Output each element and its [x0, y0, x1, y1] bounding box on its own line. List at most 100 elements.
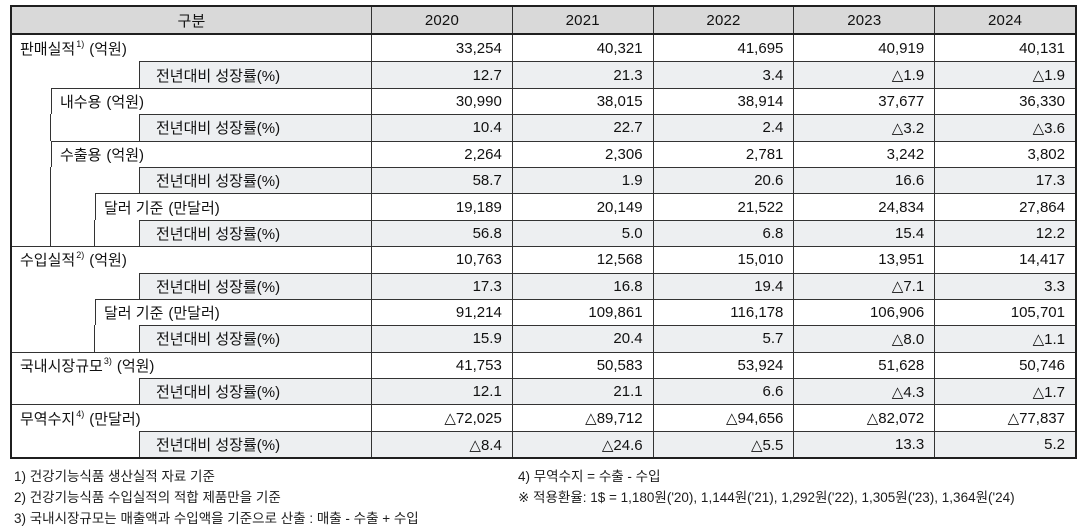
- value-cell: 10,763: [371, 246, 512, 273]
- table-row: 전년대비 성장률(%) 10.4 22.7 2.4 △3.2 △3.6: [12, 114, 1075, 141]
- footnote-ref: 4): [76, 408, 85, 419]
- value-cell: 36,330: [934, 87, 1075, 115]
- value-cell: 20.4: [511, 325, 653, 352]
- value-cell: 12.2: [934, 219, 1075, 247]
- header-year-2022: 2022: [652, 7, 794, 33]
- value-cell: △94,656: [652, 404, 794, 431]
- table-row: 달러 기준 (만달러) 19,189 20,149 21,522 24,834 27,864: [12, 193, 1075, 220]
- spacer-cell: [51, 114, 95, 141]
- value-cell: 10.4: [371, 114, 512, 141]
- spacer-cell: [12, 87, 51, 115]
- value-cell: 24,834: [793, 193, 935, 220]
- value-cell: 50,746: [934, 351, 1075, 379]
- value-cell: 27,864: [934, 193, 1075, 220]
- table-row: 전년대비 성장률(%) 12.1 21.1 6.6 △4.3 △1.7: [12, 378, 1075, 405]
- value-cell: 91,214: [371, 298, 512, 326]
- spacer-cell: [95, 430, 139, 458]
- value-cell: 37,677: [793, 87, 935, 115]
- value-cell: 20.6: [652, 166, 794, 194]
- value-cell: △72,025: [371, 404, 512, 431]
- row-label-text: 달러 기준: [104, 305, 164, 323]
- spacer-cell: [51, 378, 95, 405]
- value-cell: △89,712: [511, 404, 653, 431]
- footnote-ref: 2): [76, 250, 85, 261]
- value-cell: 58.7: [371, 166, 512, 194]
- value-cell: 41,753: [371, 351, 512, 379]
- value-cell: 109,861: [511, 298, 653, 326]
- value-cell: 21,522: [652, 193, 794, 220]
- row-label: 국내시장규모 3) (억원): [12, 351, 371, 379]
- value-cell: 50,583: [511, 351, 653, 379]
- value-cell: 5.0: [511, 219, 653, 247]
- spacer-cell: [12, 298, 51, 326]
- value-cell: △1.7: [934, 378, 1075, 405]
- value-cell: 2.4: [652, 114, 794, 141]
- value-cell: 2,781: [652, 140, 794, 167]
- table-row: 수입실적 2) (억원) 10,763 12,568 15,010 13,951 14,417: [12, 246, 1075, 273]
- footnotes-right: 4) 무역수지 = 수출 - 수입 ※ 적용환율: 1$ = 1,180원('2…: [518, 466, 1015, 508]
- spacer-cell: [51, 166, 95, 194]
- row-label-text: 내수용: [60, 93, 102, 111]
- stats-table-body: 판매실적 1) (억원) 33,254 40,321 41,695 40,919 40,131…: [12, 35, 1075, 458]
- spacer-cell: [95, 114, 139, 141]
- footnote: 2) 건강기능식품 수입실적의 적합 제품만을 기준: [14, 490, 281, 505]
- table-row: 수출용 (억원) 2,264 2,306 2,781 3,242 3,802: [12, 140, 1075, 167]
- value-cell: 22.7: [511, 114, 653, 141]
- value-cell: 19.4: [652, 272, 794, 299]
- value-cell: 51,628: [793, 351, 935, 379]
- row-label: 내수용 (억원): [51, 87, 371, 115]
- value-cell: 16.6: [793, 166, 935, 194]
- row-unit: (억원): [106, 146, 144, 164]
- growth-row-label: 전년대비 성장률(%): [139, 114, 371, 141]
- table-row: 내수용 (억원) 30,990 38,015 38,914 37,677 36,330: [12, 87, 1075, 115]
- value-cell: 5.7: [652, 325, 794, 352]
- row-unit: (만달러): [168, 305, 220, 323]
- spacer-cell: [95, 219, 139, 247]
- row-unit: (억원): [89, 40, 127, 58]
- value-cell: △3.2: [793, 114, 935, 141]
- table-row: 국내시장규모 3) (억원) 41,753 50,583 53,924 51,628 50,7…: [12, 351, 1075, 379]
- table-row: 전년대비 성장률(%) 15.9 20.4 5.7 △8.0 △1.1: [12, 325, 1075, 352]
- table-row: 달러 기준 (만달러) 91,214 109,861 116,178 106,906 105…: [12, 298, 1075, 326]
- row-label-text: 달러 기준: [104, 199, 164, 217]
- growth-row-label: 전년대비 성장률(%): [139, 378, 371, 405]
- value-cell: △8.0: [793, 325, 935, 352]
- growth-row-label: 전년대비 성장률(%): [139, 325, 371, 352]
- value-cell: 15.9: [371, 325, 512, 352]
- value-cell: 40,321: [511, 35, 653, 62]
- value-cell: 12.7: [371, 61, 512, 88]
- value-cell: △1.9: [934, 61, 1075, 88]
- value-cell: 3.4: [652, 61, 794, 88]
- footnote-ref: 3): [103, 355, 112, 366]
- value-cell: 6.6: [652, 378, 794, 405]
- row-unit: (억원): [89, 252, 127, 270]
- value-cell: 6.8: [652, 219, 794, 247]
- footnote: 4) 무역수지 = 수출 - 수입: [518, 469, 661, 484]
- value-cell: 53,924: [652, 351, 794, 379]
- spacer-cell: [95, 166, 139, 194]
- value-cell: 17.3: [934, 166, 1075, 194]
- value-cell: 5.2: [934, 430, 1075, 458]
- row-unit: (만달러): [168, 199, 220, 217]
- value-cell: 2,306: [511, 140, 653, 167]
- value-cell: 38,914: [652, 87, 794, 115]
- spacer-cell: [51, 219, 95, 247]
- footnote-ref: 1): [76, 38, 85, 49]
- row-label-text: 수입실적: [20, 252, 76, 270]
- value-cell: 56.8: [371, 219, 512, 247]
- header-year-2020: 2020: [371, 7, 512, 33]
- spacer-cell: [51, 298, 95, 326]
- row-unit: (억원): [106, 93, 144, 111]
- spacer-cell: [95, 325, 139, 352]
- row-label: 판매실적 1) (억원): [12, 35, 371, 62]
- spacer-cell: [51, 325, 95, 352]
- table-row: 전년대비 성장률(%) △8.4 △24.6 △5.5 13.3 5.2: [12, 430, 1075, 458]
- value-cell: 21.3: [511, 61, 653, 88]
- spacer-cell: [12, 166, 51, 194]
- value-cell: 38,015: [511, 87, 653, 115]
- value-cell: 40,919: [793, 35, 935, 62]
- header-category: 구분: [177, 12, 206, 30]
- spacer-cell: [95, 272, 139, 299]
- spacer-cell: [51, 272, 95, 299]
- spacer-cell: [51, 430, 95, 458]
